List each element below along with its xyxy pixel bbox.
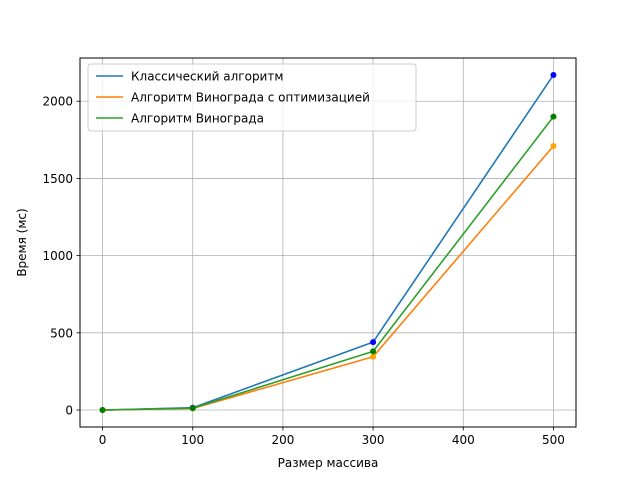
y-tick-label: 1500	[42, 172, 73, 186]
y-tick-label: 500	[50, 326, 73, 340]
data-point	[550, 71, 557, 78]
legend-label: Классический алгоритм	[131, 70, 283, 84]
data-point	[550, 143, 557, 150]
data-point	[370, 353, 377, 360]
x-tick-label: 300	[362, 433, 385, 447]
legend-label: Алгоритм Винограда с оптимизацией	[131, 91, 370, 105]
x-axis-ticks: 0 100 200 300 400 500	[99, 427, 565, 447]
data-point	[370, 339, 377, 346]
series-line	[102, 145, 555, 411]
plot-area-frame	[79, 57, 577, 428]
x-tick-label: 100	[181, 433, 204, 447]
data-point	[99, 407, 106, 414]
x-tick-label: 200	[271, 433, 294, 447]
legend-box	[87, 63, 417, 132]
data-point	[370, 348, 377, 355]
x-tick-label: 400	[452, 433, 475, 447]
y-tick-label: 0	[65, 404, 73, 418]
y-axis-label: Время (мс)	[15, 208, 29, 276]
y-tick-label: 1000	[42, 249, 73, 263]
y-axis-ticks: 0 500 1000 1500 2000	[42, 95, 80, 418]
series-line	[102, 116, 555, 411]
y-tick-label: 2000	[42, 95, 73, 109]
x-axis-label: Размер массива	[278, 456, 379, 470]
data-point	[189, 405, 196, 412]
series-lines	[102, 74, 555, 411]
legend-label: Алгоритм Винограда	[131, 112, 264, 126]
data-markers	[99, 71, 557, 414]
legend: Классический алгоритм Алгоритм Винограда …	[87, 63, 417, 132]
x-tick-label: 0	[99, 433, 107, 447]
x-tick-label: 500	[542, 433, 565, 447]
data-point	[550, 113, 557, 120]
